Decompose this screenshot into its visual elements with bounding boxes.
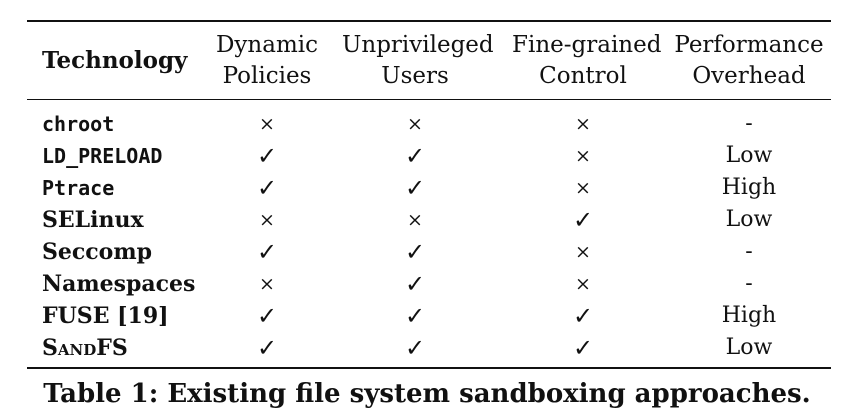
unprivileged-users-mark: ✓ — [404, 174, 426, 202]
table-row-ptrace: Ptrace ✓ ✓ × High — [0, 172, 854, 204]
technology-name: Ptrace — [42, 176, 115, 200]
unprivileged-users-mark: ✓ — [404, 270, 426, 298]
performance-overhead-value: - — [745, 239, 753, 264]
dynamic-policies-mark: ✓ — [256, 142, 278, 170]
table-row-selinux: SELinux × × ✓ Low — [0, 204, 854, 236]
technology-name: chroot — [42, 112, 115, 136]
unprivileged-users-mark: ✓ — [404, 302, 426, 330]
table-row-sandfs: SandFS ✓ ✓ ✓ Low — [0, 332, 854, 364]
fine-grained-control-mark: × — [575, 241, 591, 263]
fine-grained-control-mark: ✓ — [572, 302, 594, 330]
performance-overhead-value: Low — [725, 335, 773, 360]
unprivileged-users-mark: × — [407, 209, 423, 231]
fine-grained-control-mark: ✓ — [572, 334, 594, 362]
unprivileged-users-mark: ✓ — [404, 238, 426, 266]
dynamic-policies-mark: × — [259, 273, 275, 295]
performance-overhead-value: Low — [725, 207, 773, 232]
fine-grained-control-mark: ✓ — [572, 206, 594, 234]
dynamic-policies-mark: ✓ — [256, 174, 278, 202]
header-dynamic-policies-line2: Policies — [222, 63, 312, 89]
unprivileged-users-mark: ✓ — [404, 334, 426, 362]
technology-name: SELinux — [42, 207, 144, 233]
table-top-rule — [27, 20, 831, 22]
table-row-ld-preload: LD_PRELOAD ✓ ✓ × Low — [0, 140, 854, 172]
header-unprivileged-users-line1: Unprivileged — [342, 32, 494, 58]
dynamic-policies-mark: × — [259, 209, 275, 231]
performance-overhead-value: - — [745, 111, 753, 136]
technology-name: Namespaces — [42, 271, 196, 297]
table-bottom-rule — [27, 367, 831, 369]
table-row-fuse: FUSE [19] ✓ ✓ ✓ High — [0, 300, 854, 332]
header-performance-overhead: Performance Overhead — [674, 30, 824, 92]
performance-overhead-value: High — [721, 175, 777, 200]
performance-overhead-value: High — [721, 303, 777, 328]
fine-grained-control-mark: × — [575, 145, 591, 167]
header-dynamic-policies: Dynamic Policies — [212, 30, 322, 92]
fine-grained-control-mark: × — [575, 177, 591, 199]
fine-grained-control-mark: × — [575, 273, 591, 295]
header-fine-grained-control: Fine-grained Control — [512, 30, 662, 92]
fine-grained-control-mark: × — [575, 113, 591, 135]
unprivileged-users-mark: ✓ — [404, 142, 426, 170]
technology-name: FUSE [19] — [42, 303, 169, 329]
dynamic-policies-mark: ✓ — [256, 334, 278, 362]
header-performance-overhead-line2: Overhead — [692, 63, 806, 89]
table-row-chroot: chroot × × × - — [0, 108, 854, 140]
header-technology: Technology — [42, 47, 188, 74]
unprivileged-users-mark: × — [407, 113, 423, 135]
performance-overhead-value: - — [745, 271, 753, 296]
dynamic-policies-mark: ✓ — [256, 238, 278, 266]
dynamic-policies-mark: × — [259, 113, 275, 135]
table-row-namespaces: Namespaces × ✓ × - — [0, 268, 854, 300]
technology-name: LD_PRELOAD — [42, 144, 163, 168]
performance-overhead-value: Low — [725, 143, 773, 168]
header-performance-overhead-line1: Performance — [674, 32, 824, 58]
header-fine-grained-control-line1: Fine-grained — [512, 32, 662, 58]
technology-name: SandFS — [42, 335, 128, 361]
header-fine-grained-control-line2: Control — [539, 63, 627, 89]
technology-name: Seccomp — [42, 239, 153, 265]
header-unprivileged-users-line2: Users — [381, 63, 449, 89]
dynamic-policies-mark: ✓ — [256, 302, 278, 330]
header-dynamic-policies-line1: Dynamic — [215, 32, 318, 58]
table-row-seccomp: Seccomp ✓ ✓ × - — [0, 236, 854, 268]
header-unprivileged-users: Unprivileged Users — [342, 30, 494, 92]
table-header-rule — [27, 99, 831, 100]
table-caption: Table 1: Existing file system sandboxing… — [43, 379, 811, 409]
